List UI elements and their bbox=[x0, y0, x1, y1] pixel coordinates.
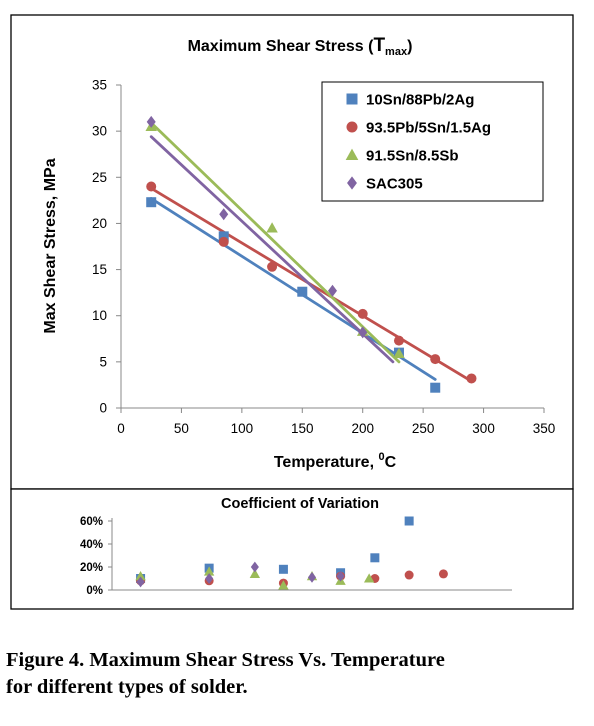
cov-y-tick-label: 60% bbox=[80, 516, 103, 528]
trendline-sac305 bbox=[149, 135, 395, 364]
cov-point-91-5sn-8-5sb bbox=[203, 566, 215, 576]
data-point-93-5pb-5sn-1-5ag bbox=[267, 261, 278, 272]
cov-chart-title: Coefficient of Variation bbox=[221, 496, 379, 512]
cov-point-10sn-88pb-2ag bbox=[370, 553, 380, 563]
legend-marker-93-5pb-5sn-1-5ag bbox=[346, 121, 358, 133]
x-tick-label: 300 bbox=[472, 421, 495, 436]
cov-point-93-5pb-5sn-1-5ag bbox=[438, 569, 448, 579]
cov-point-sac305 bbox=[205, 573, 214, 584]
x-tick-label: 0 bbox=[117, 421, 125, 436]
x-tick-label: 250 bbox=[412, 421, 435, 436]
cov-data-points bbox=[135, 516, 448, 590]
cov-point-91-5sn-8-5sb bbox=[278, 580, 289, 590]
data-point-10sn-88pb-2ag bbox=[297, 286, 308, 297]
x-axis-degree: 0 bbox=[378, 451, 384, 463]
trendline-91-5sn-8-5sb bbox=[149, 121, 401, 364]
data-point-sac305 bbox=[328, 284, 337, 297]
cov-point-91-5sn-8-5sb bbox=[363, 573, 375, 583]
x-tick-label: 350 bbox=[533, 421, 556, 436]
data-point-91-5sn-8-5sb bbox=[393, 347, 405, 359]
data-point-93-5pb-5sn-1-5ag bbox=[393, 335, 404, 346]
figure-caption: Figure 4. Maximum Shear Stress Vs. Tempe… bbox=[6, 647, 590, 701]
main-data-points bbox=[145, 115, 477, 393]
data-point-sac305 bbox=[219, 208, 229, 221]
data-point-10sn-88pb-2ag bbox=[218, 231, 229, 242]
y-tick-label: 20 bbox=[92, 216, 107, 231]
cov-point-sac305 bbox=[136, 576, 145, 588]
trendlines bbox=[149, 121, 473, 383]
x-tick-label: 200 bbox=[351, 421, 374, 436]
cov-point-10sn-88pb-2ag bbox=[404, 516, 414, 526]
y-tick-label: 0 bbox=[99, 401, 107, 416]
title-subscript: max bbox=[385, 46, 408, 58]
x-axis-unit: C bbox=[385, 454, 397, 471]
data-point-93-5pb-5sn-1-5ag bbox=[357, 308, 368, 319]
cov-point-93-5pb-5sn-1-5ag bbox=[404, 570, 414, 580]
caption-line-1: Figure 4. Maximum Shear Stress Vs. Tempe… bbox=[6, 649, 445, 671]
cov-point-10sn-88pb-2ag bbox=[278, 564, 288, 574]
y-tick-label: 10 bbox=[92, 308, 107, 323]
cov-y-tick-label: 20% bbox=[80, 562, 103, 574]
y-tick-label: 30 bbox=[92, 124, 107, 139]
y-tick-label: 5 bbox=[99, 354, 107, 369]
legend-label-91-5sn-8-5sb: 91.5Sn/8.5Sb bbox=[366, 148, 459, 165]
legend-label-10sn-88pb-2ag: 10Sn/88Pb/2Ag bbox=[366, 92, 474, 109]
data-point-sac305 bbox=[146, 115, 156, 128]
y-tick-label: 15 bbox=[92, 262, 107, 277]
x-tick-label: 50 bbox=[174, 421, 189, 436]
y-tick-label: 35 bbox=[92, 78, 107, 93]
cov-point-91-5sn-8-5sb bbox=[249, 568, 261, 578]
legend-label-sac305: SAC305 bbox=[366, 176, 423, 193]
figure: Maximum Shear Stress (Tmax) 0 5 10 15 20 25 30… bbox=[10, 14, 574, 610]
cov-y-tick-label: 40% bbox=[80, 539, 103, 551]
cov-y-tick-label: 0% bbox=[86, 585, 103, 597]
cov-point-sac305 bbox=[307, 571, 317, 583]
legend-marker-10sn-88pb-2ag bbox=[346, 93, 358, 105]
x-tick-label: 150 bbox=[291, 421, 314, 436]
data-point-93-5pb-5sn-1-5ag bbox=[218, 236, 229, 247]
legend-box bbox=[321, 81, 544, 202]
data-point-93-5pb-5sn-1-5ag bbox=[146, 181, 157, 192]
legend-label-93-5pb-5sn-1-5ag: 93.5Pb/5Sn/1.5Ag bbox=[366, 120, 491, 137]
cov-point-91-5sn-8-5sb bbox=[135, 571, 146, 581]
data-point-10sn-88pb-2ag bbox=[430, 382, 441, 393]
title-tau-symbol: T bbox=[373, 35, 385, 56]
data-point-93-5pb-5sn-1-5ag bbox=[430, 354, 441, 365]
cov-chart-frame bbox=[10, 488, 574, 610]
y-tick-label: 25 bbox=[92, 170, 107, 185]
main-chart-title: Maximum Shear Stress (Tmax) bbox=[188, 35, 413, 58]
legend-marker-sac305 bbox=[347, 176, 357, 190]
x-tick-label: 100 bbox=[231, 421, 254, 436]
cov-axes: 0% 20% 40% 60% bbox=[80, 516, 512, 597]
data-point-93-5pb-5sn-1-5ag bbox=[466, 373, 477, 384]
data-point-sac305 bbox=[358, 326, 368, 339]
y-axis-label: Max Shear Stress, MPa bbox=[42, 158, 59, 333]
data-point-10sn-88pb-2ag bbox=[146, 197, 157, 208]
caption-line-2: for different types of solder. bbox=[6, 676, 248, 698]
cov-point-sac305 bbox=[336, 570, 345, 582]
data-point-91-5sn-8-5sb bbox=[266, 222, 278, 233]
cov-point-sac305 bbox=[250, 561, 259, 573]
title-close: ) bbox=[407, 38, 412, 55]
x-axis-label: Temperature, 0C bbox=[274, 451, 397, 471]
legend: 10Sn/88Pb/2Ag 93.5Pb/5Sn/1.5Ag 91.5Sn/8.5S… bbox=[321, 81, 544, 202]
legend-marker-91-5sn-8-5sb bbox=[345, 148, 359, 160]
